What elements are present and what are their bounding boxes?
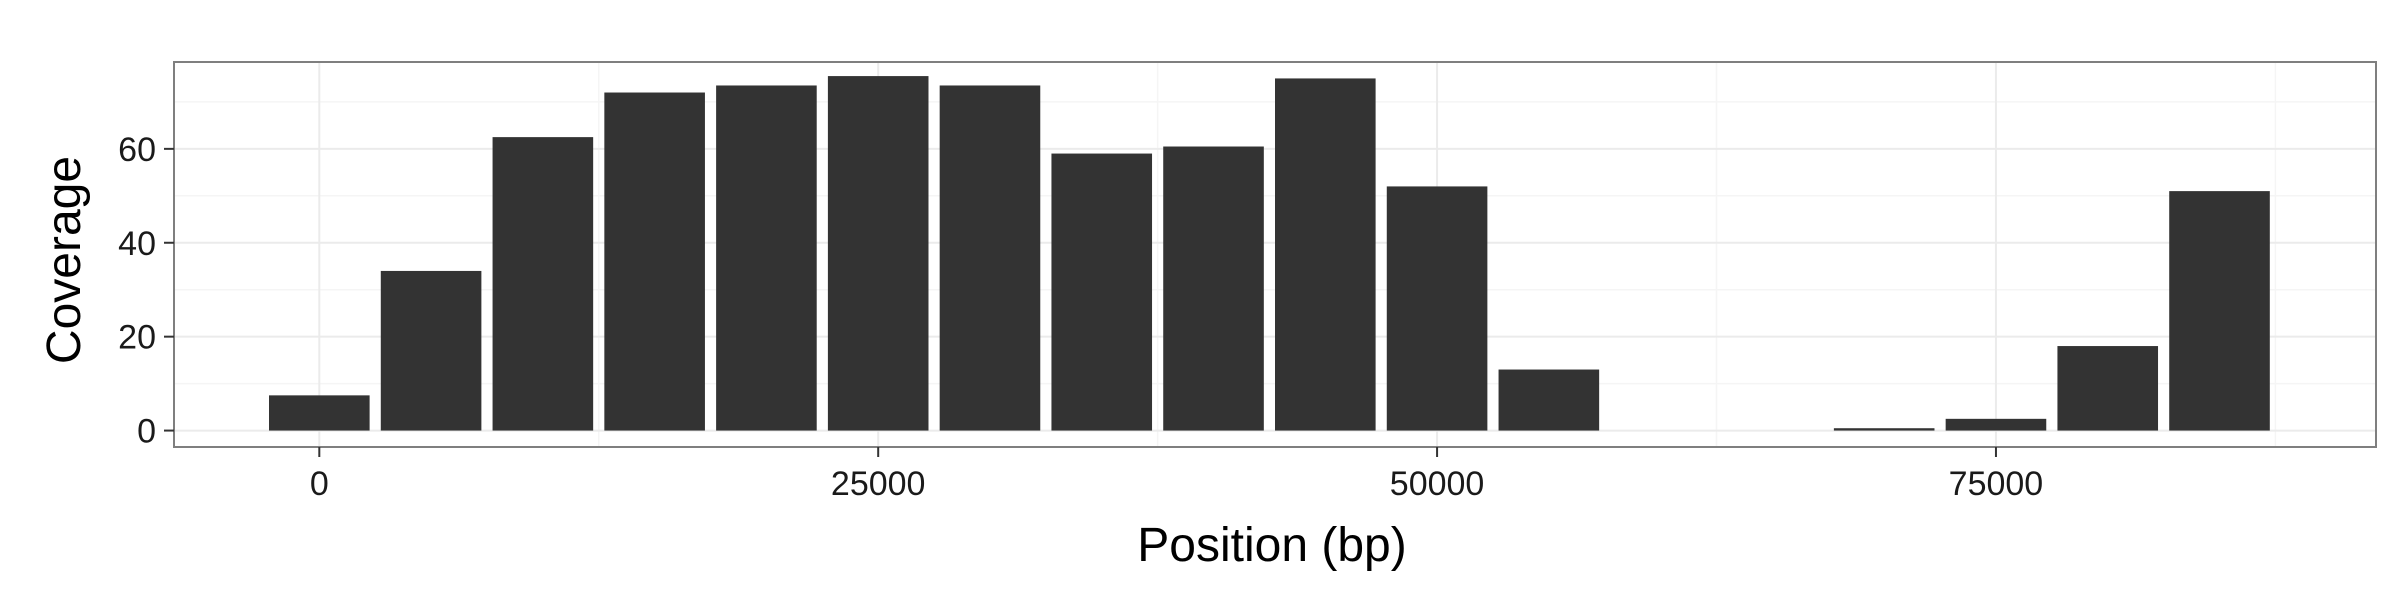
bar <box>1833 428 1935 431</box>
bar <box>939 85 1041 431</box>
bar <box>604 92 705 431</box>
bar <box>2169 191 2270 431</box>
x-tick-label: 50000 <box>1390 465 1485 503</box>
x-axis-title: Position (bp) <box>1137 519 1406 572</box>
bar <box>1386 186 1488 431</box>
x-axis-ticks: 0 25000 50000 75000 <box>310 447 2043 503</box>
y-tick-label: 60 <box>118 131 156 169</box>
bar <box>1945 418 2047 431</box>
bar <box>380 270 482 431</box>
bar <box>1275 78 1376 431</box>
y-axis-title: Coverage <box>38 156 91 364</box>
bar <box>1498 369 1600 431</box>
panel-border <box>173 61 2377 448</box>
y-axis-ticks: 0 20 40 60 <box>118 131 174 451</box>
x-tick-label: 75000 <box>1949 465 2044 503</box>
bar <box>716 85 817 431</box>
y-tick-label: 20 <box>118 319 156 357</box>
bar <box>827 76 929 431</box>
y-tick-label: 0 <box>137 413 156 451</box>
bars <box>269 76 2270 431</box>
bar <box>1051 153 1153 431</box>
bar <box>269 395 370 431</box>
x-tick-label: 0 <box>310 465 329 503</box>
y-tick-label: 40 <box>118 225 156 263</box>
bar <box>492 137 594 431</box>
bar <box>2057 346 2159 431</box>
x-tick-label: 25000 <box>831 465 926 503</box>
bar <box>1163 146 1264 431</box>
